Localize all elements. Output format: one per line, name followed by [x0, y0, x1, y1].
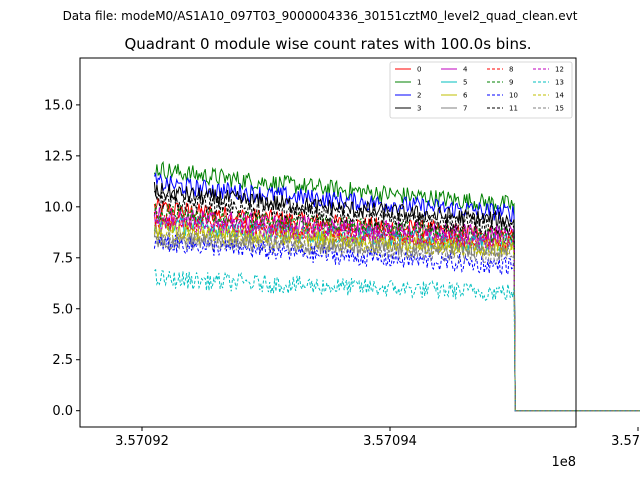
legend-frame — [389, 61, 573, 119]
series-line-13 — [154, 268, 640, 412]
figure-suptitle: Data file: modeM0/AS1A10_097T03_90000043… — [62, 9, 578, 23]
legend-label: 1 — [417, 79, 421, 87]
x-tick-label: 3.57096 — [611, 434, 640, 449]
series-line-14 — [153, 224, 640, 412]
series-line-12 — [153, 213, 640, 412]
y-axis: 0.0 2.5 5.0 7.5 10.0 12.5 15.0 — [44, 98, 80, 419]
legend-label: 12 — [555, 66, 564, 74]
legend-label: 7 — [463, 105, 467, 113]
legend-label: 8 — [509, 66, 513, 74]
legend-label: 6 — [463, 92, 468, 100]
series-line-4 — [153, 207, 640, 412]
y-tick-label: 5.0 — [52, 302, 73, 317]
chart-title: Quadrant 0 module wise count rates with … — [124, 35, 532, 53]
x-axis: 3.570923.570943.570963.570983.571003.571… — [115, 427, 640, 449]
legend-label: 15 — [555, 105, 564, 113]
legend-label: 0 — [417, 66, 421, 74]
series-line-15 — [153, 226, 640, 412]
y-tick-label: 7.5 — [52, 251, 73, 266]
series-line-3 — [153, 181, 640, 412]
y-tick-label: 12.5 — [44, 149, 73, 164]
y-tick-label: 10.0 — [44, 200, 73, 215]
legend-label: 2 — [417, 92, 421, 100]
x-tick-label: 3.57092 — [115, 434, 169, 449]
plot-frame — [79, 57, 577, 428]
legend-label: 13 — [555, 79, 564, 87]
x-tick-label: 3.57094 — [363, 434, 417, 449]
y-tick-label: 0.0 — [52, 404, 73, 419]
series-line-2 — [153, 171, 640, 412]
series-line-11 — [153, 190, 640, 412]
y-tick-label: 2.5 — [52, 353, 73, 368]
series-layer — [153, 160, 640, 412]
y-tick-label: 15.0 — [44, 98, 73, 113]
series-line-1 — [153, 160, 640, 412]
legend-label: 11 — [509, 105, 518, 113]
series-line-0 — [153, 198, 640, 412]
legend-label: 14 — [555, 92, 564, 100]
legend-label: 5 — [463, 79, 467, 87]
series-line-7 — [154, 231, 640, 412]
series-line-10 — [153, 234, 640, 412]
series-line-5 — [153, 216, 640, 412]
legend-label: 10 — [509, 92, 518, 100]
legend-label: 4 — [463, 66, 468, 74]
legend-label: 3 — [417, 105, 421, 113]
series-line-6 — [153, 218, 640, 412]
x-axis-offset-label: 1e8 — [551, 455, 576, 470]
legend-label: 9 — [509, 79, 513, 87]
